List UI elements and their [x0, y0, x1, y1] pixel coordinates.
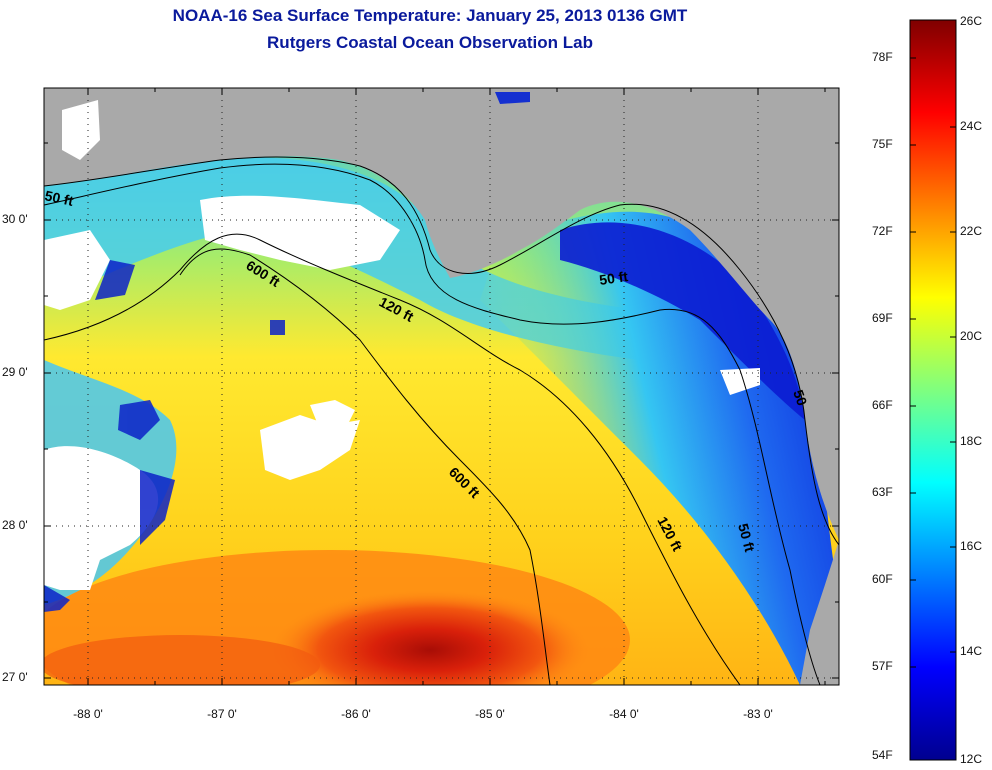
mobile-bay-cloud	[62, 100, 100, 160]
lat-label-29: 29 0'	[2, 365, 28, 379]
colorbar-c-label: 26C	[960, 14, 983, 28]
colorbar-c-label: 16C	[960, 539, 983, 553]
colorbar-c-label: 14C	[960, 644, 983, 658]
colorbar-f-label: 57F	[872, 659, 893, 673]
colorbar-c-label: 18C	[960, 434, 983, 448]
colorbar-c-label: 20C	[960, 329, 983, 343]
contour-label-50ft-west: 50 ft	[43, 187, 75, 209]
map-subtitle: Rutgers Coastal Ocean Observation Lab	[267, 33, 593, 52]
colorbar-f-label: 63F	[872, 485, 893, 499]
colorbar-f-label: 75F	[872, 137, 893, 151]
cold-bay-water	[560, 222, 805, 420]
lat-label-28: 28 0'	[2, 518, 28, 532]
colorbar-c-label: 22C	[960, 224, 983, 238]
contour-label-50ft-east: 50 ft	[598, 268, 629, 288]
land-mass	[44, 88, 839, 540]
lon-label-84: -84 0'	[609, 707, 639, 721]
florida-peninsula	[800, 540, 839, 685]
inland-lake	[495, 92, 530, 104]
colorbar-f-label: 60F	[872, 572, 893, 586]
lat-label-30: 30 0'	[2, 212, 28, 226]
colorbar	[909, 19, 957, 761]
contour-lines	[44, 156, 839, 685]
contour-label-50ft-bigbend: 50	[790, 388, 810, 408]
colorbar-c-label: 12C	[960, 752, 983, 766]
colorbar-f-label: 72F	[872, 224, 893, 238]
contour-50ft	[44, 163, 821, 685]
colorbar-f-label: 78F	[872, 50, 893, 64]
colorbar-f-label: 66F	[872, 398, 893, 412]
colorbar-f-label: 54F	[872, 748, 893, 762]
graticule	[44, 88, 839, 685]
map-plot-area: 50 ft 600 ft 120 ft 50 ft 600 ft 120 ft …	[43, 88, 839, 685]
axis-ticks	[44, 88, 839, 685]
map-frame	[43, 87, 840, 686]
colorbar-ticks	[910, 57, 956, 668]
colorbar-f-label: 69F	[872, 311, 893, 325]
contour-600ft	[179, 248, 551, 685]
lon-label-86: -86 0'	[341, 707, 371, 721]
lat-label-27: 27 0'	[2, 670, 28, 684]
colorbar-c-label: 24C	[960, 119, 983, 133]
lon-label-88: -88 0'	[73, 707, 103, 721]
warm-core-west	[44, 635, 320, 685]
lon-label-83: -83 0'	[743, 707, 773, 721]
contour-label-50ft-south: 50 ft	[735, 522, 758, 554]
lon-label-87: -87 0'	[207, 707, 237, 721]
warm-core	[270, 590, 590, 685]
coastline	[44, 156, 839, 546]
lon-label-85: -85 0'	[475, 707, 505, 721]
map-title: NOAA-16 Sea Surface Temperature: January…	[172, 6, 688, 25]
contour-120ft	[44, 233, 741, 685]
